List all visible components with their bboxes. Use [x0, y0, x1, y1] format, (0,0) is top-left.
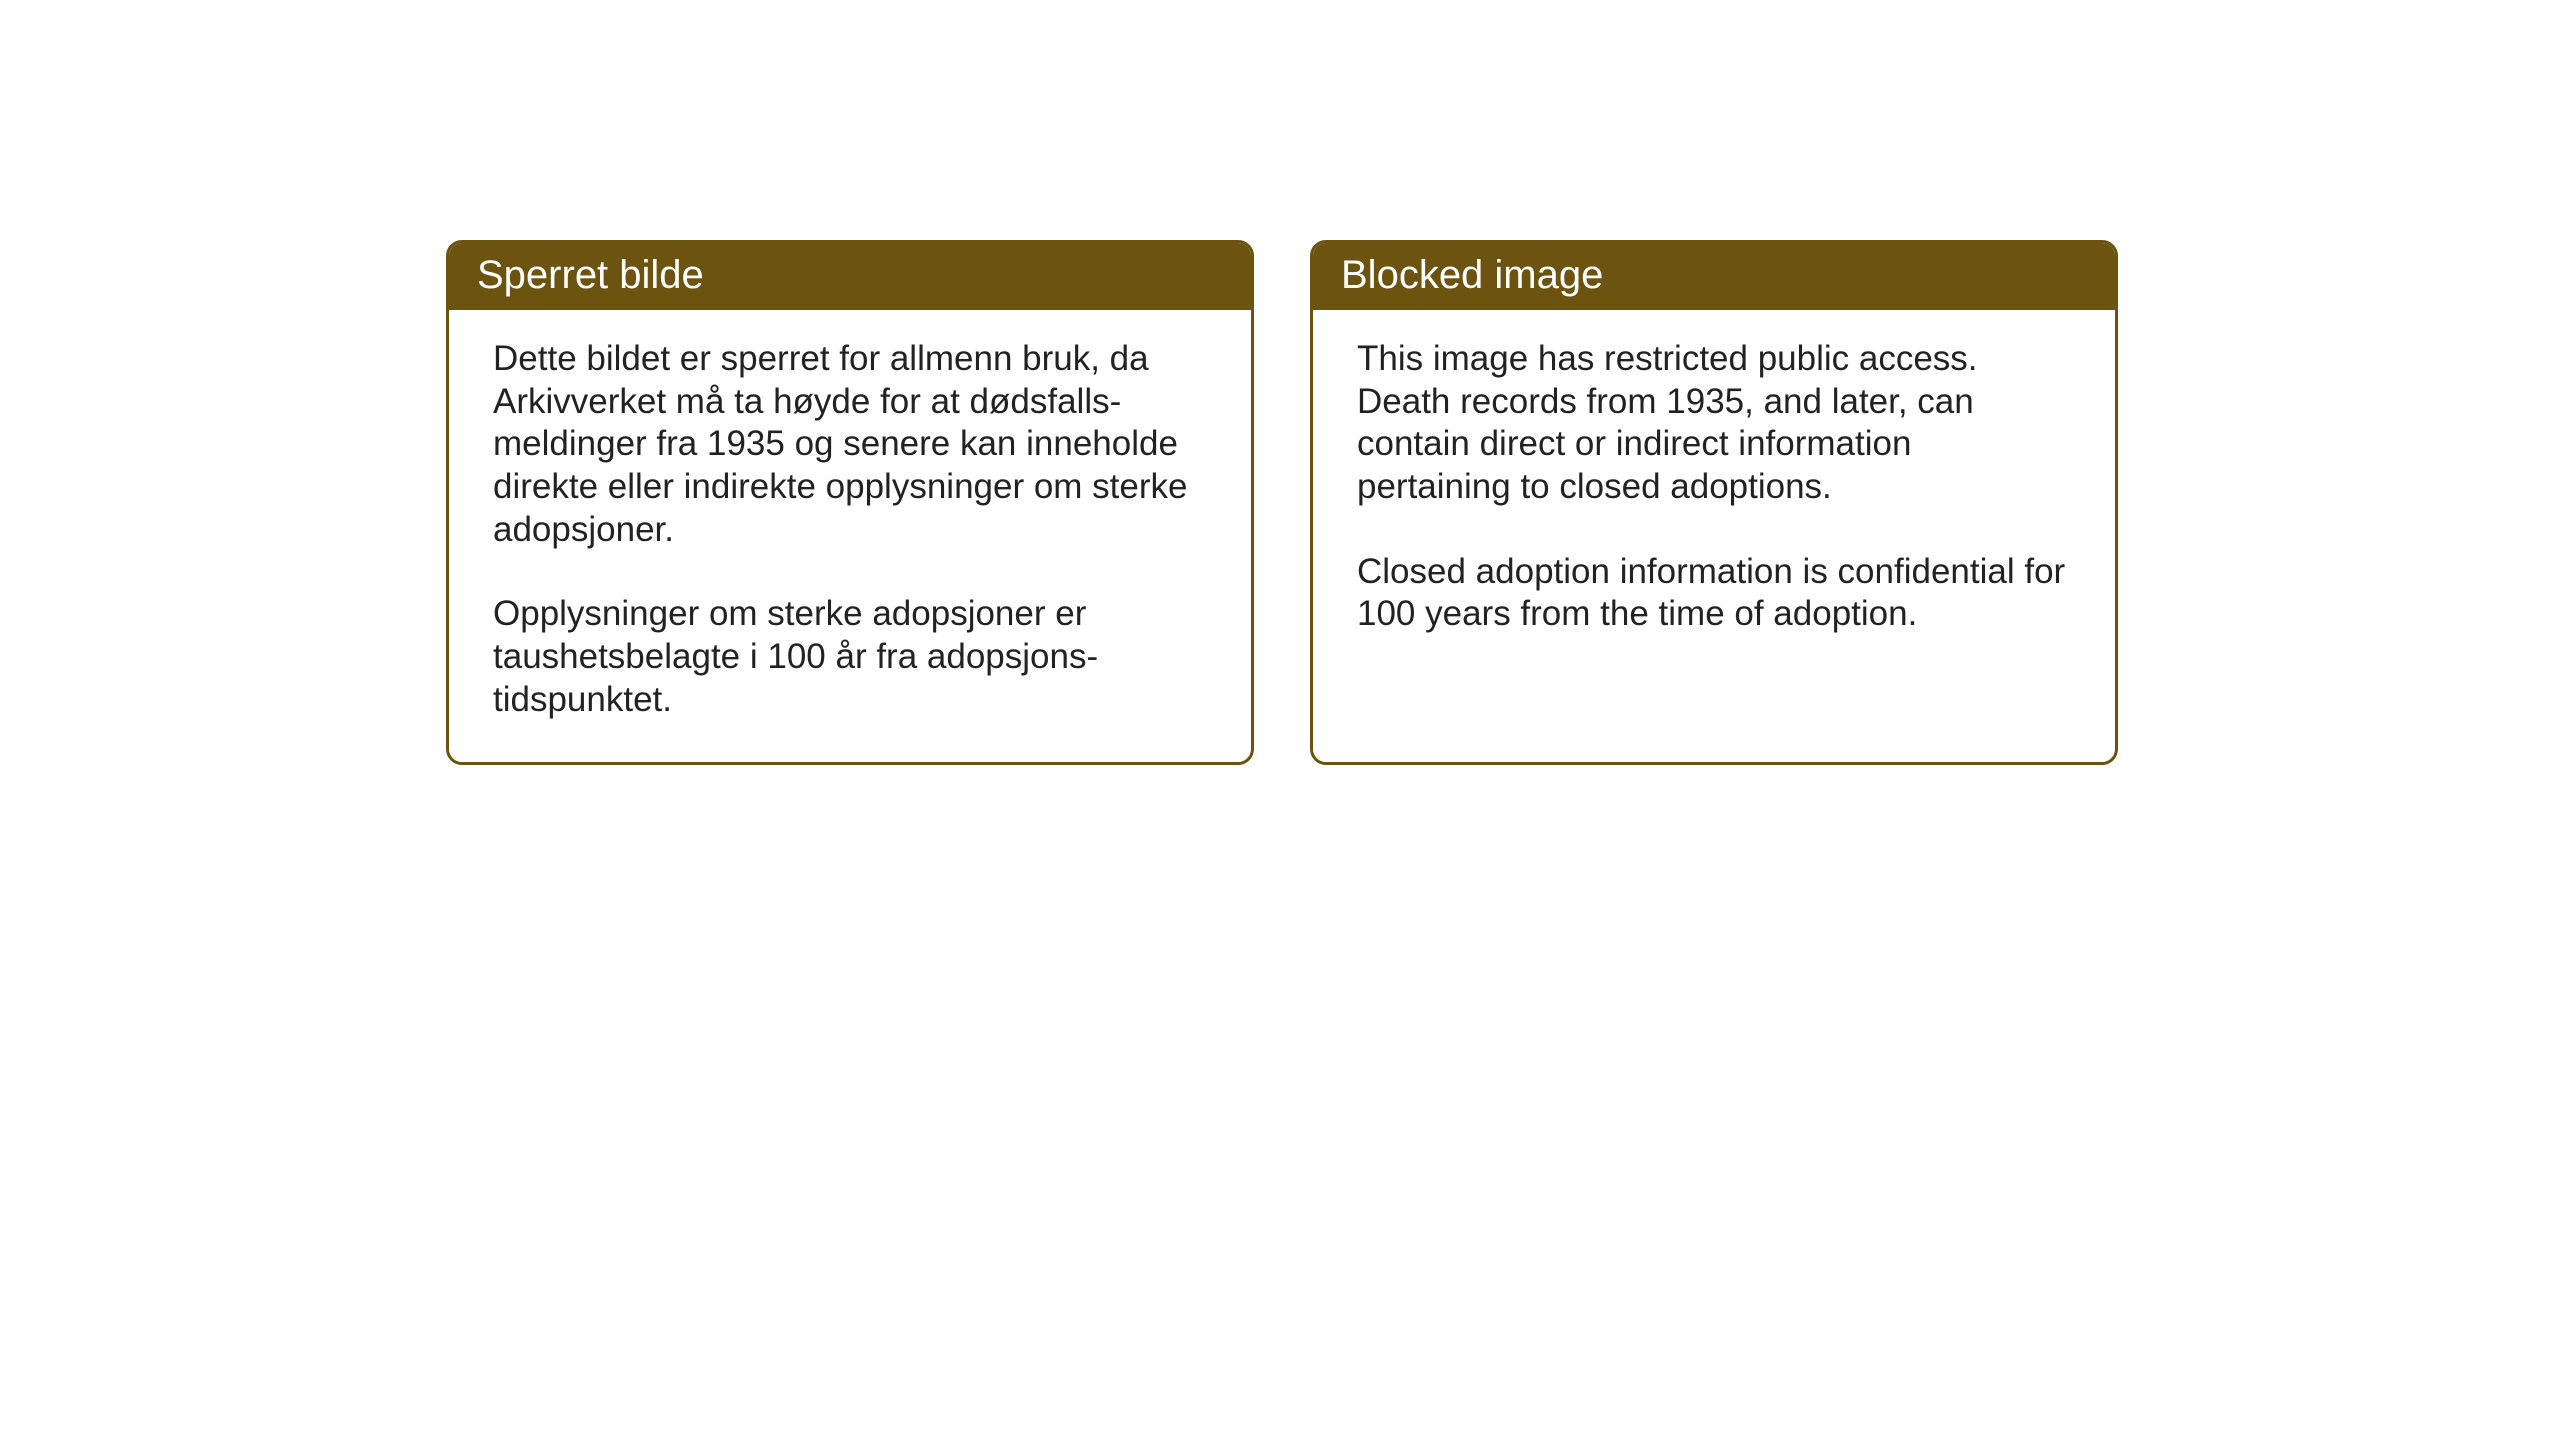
card-norwegian: Sperret bilde Dette bildet er sperret fo… — [446, 240, 1254, 765]
card-paragraph-2-english: Closed adoption information is confident… — [1357, 551, 2071, 636]
card-title-norwegian: Sperret bilde — [477, 253, 704, 297]
card-paragraph-1-english: This image has restricted public access.… — [1357, 338, 2071, 509]
card-body-english: This image has restricted public access.… — [1313, 310, 2115, 676]
card-english: Blocked image This image has restricted … — [1310, 240, 2118, 765]
card-paragraph-2-norwegian: Opplysninger om sterke adopsjoner er tau… — [493, 593, 1207, 721]
card-paragraph-1-norwegian: Dette bildet er sperret for allmenn bruk… — [493, 338, 1207, 551]
card-title-english: Blocked image — [1341, 253, 1603, 297]
card-header-norwegian: Sperret bilde — [449, 243, 1251, 310]
cards-container: Sperret bilde Dette bildet er sperret fo… — [446, 240, 2118, 765]
card-body-norwegian: Dette bildet er sperret for allmenn bruk… — [449, 310, 1251, 762]
card-header-english: Blocked image — [1313, 243, 2115, 310]
